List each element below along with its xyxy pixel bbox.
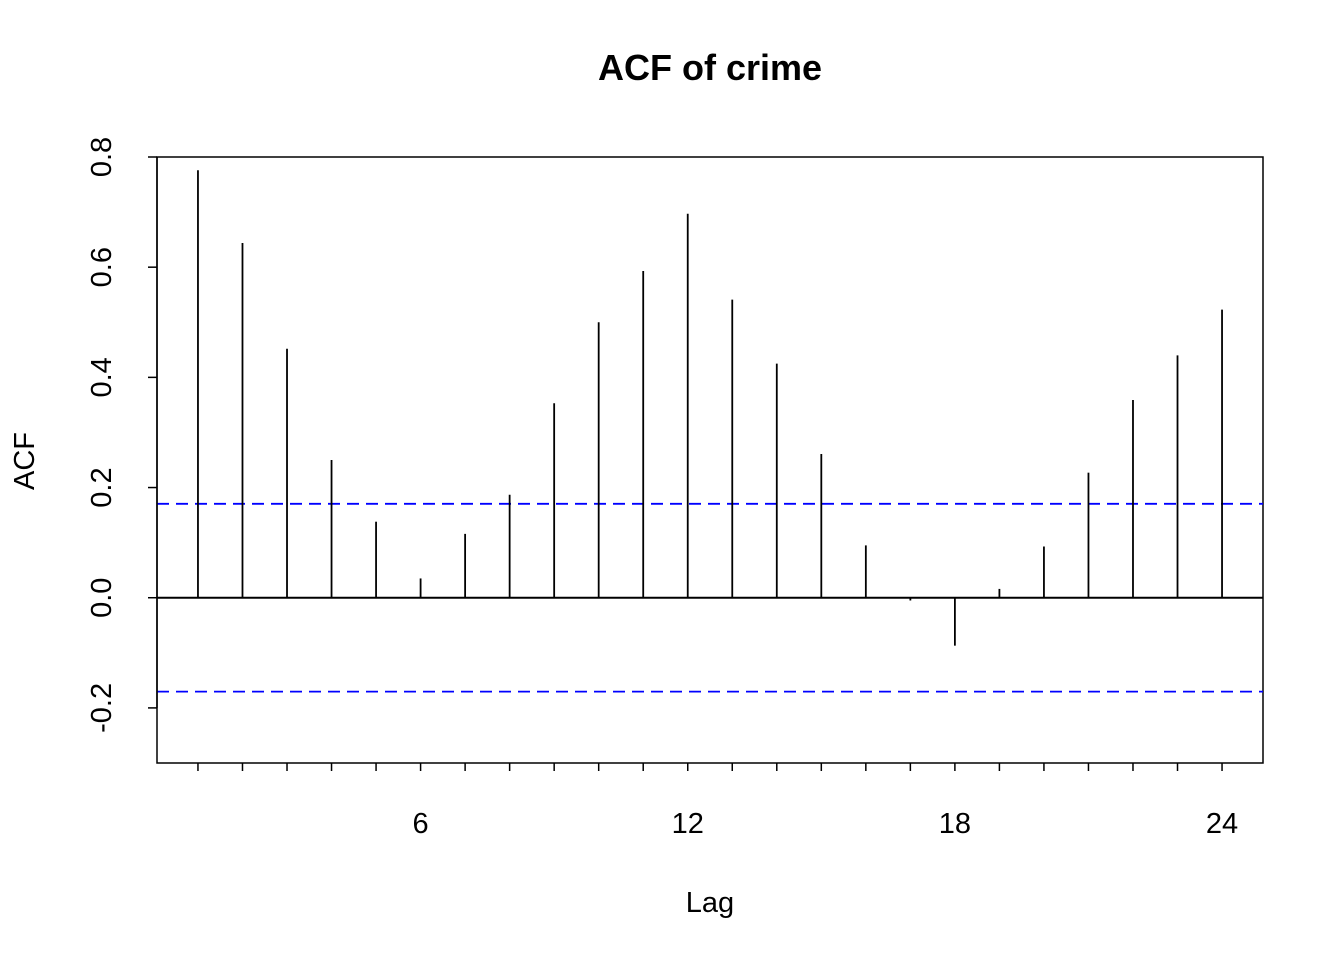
y-tick-label-0.8: 0.8 [86, 137, 118, 177]
y-tick-label--0.2: -0.2 [86, 683, 118, 733]
y-tick-label-0.4: 0.4 [86, 357, 118, 397]
x-axis-label: Lag [686, 887, 734, 919]
y-axis-label: ACF [9, 432, 41, 490]
x-tick-label-12: 12 [672, 808, 704, 840]
x-tick-label-6: 6 [413, 808, 429, 840]
plot-frame [156, 156, 1264, 764]
plot-marks [157, 170, 1263, 693]
x-tick-label-24: 24 [1206, 808, 1238, 840]
y-tick-label-0.2: 0.2 [86, 467, 118, 507]
y-tick-label-0.6: 0.6 [86, 247, 118, 287]
x-axis: 6 12 18 24 [197, 763, 1238, 840]
chart-title: ACF of crime [598, 47, 822, 88]
y-axis: -0.2 0.0 0.2 0.4 0.6 0.8 [86, 137, 158, 733]
y-tick-label-0.0: 0.0 [86, 578, 118, 618]
x-tick-label-18: 18 [939, 808, 971, 840]
